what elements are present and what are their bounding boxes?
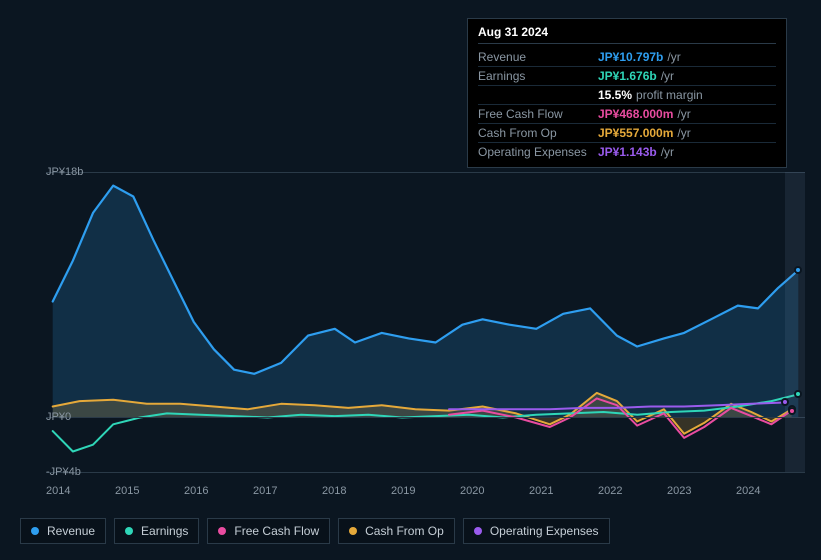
series-endpoint [781, 398, 789, 406]
x-axis-label: 2021 [529, 485, 598, 497]
tooltip-margin-pct: 15.5% [598, 88, 632, 102]
chart-area: JP¥18bJP¥0-JP¥4b [18, 160, 805, 490]
legend-item[interactable]: Revenue [20, 518, 106, 544]
tooltip-label: Cash From Op [478, 126, 598, 140]
legend-label: Revenue [47, 524, 95, 538]
x-axis-label: 2023 [667, 485, 736, 497]
tooltip-value: JP¥1.676b [598, 69, 657, 83]
series-endpoint [788, 407, 796, 415]
series-endpoint [794, 266, 802, 274]
x-axis-label: 2020 [460, 485, 529, 497]
x-axis-label: 2018 [322, 485, 391, 497]
x-axis-labels: 2014201520162017201820192020202120222023… [46, 485, 805, 497]
legend-dot-icon [218, 527, 226, 535]
tooltip-value: JP¥468.000m [598, 107, 673, 121]
legend-item[interactable]: Free Cash Flow [207, 518, 330, 544]
tooltip-unit: /yr [677, 107, 690, 121]
legend-dot-icon [31, 527, 39, 535]
tooltip-unit: /yr [661, 69, 674, 83]
x-axis-label: 2024 [736, 485, 805, 497]
legend-dot-icon [125, 527, 133, 535]
x-axis-label: 2016 [184, 485, 253, 497]
tooltip-date: Aug 31 2024 [478, 25, 776, 44]
tooltip-margin-row: 15.5% profit margin [478, 86, 776, 105]
tooltip-value: JP¥1.143b [598, 145, 657, 159]
legend-label: Cash From Op [365, 524, 444, 538]
chart-svg [46, 172, 805, 472]
tooltip-row: Operating ExpensesJP¥1.143b/yr [478, 143, 776, 161]
series-area [53, 186, 799, 418]
tooltip-label: Operating Expenses [478, 145, 598, 159]
legend-label: Earnings [141, 524, 188, 538]
legend-dot-icon [474, 527, 482, 535]
x-axis-label: 2017 [253, 485, 322, 497]
legend-label: Operating Expenses [490, 524, 599, 538]
tooltip-margin-label: profit margin [636, 88, 703, 102]
tooltip-label: Free Cash Flow [478, 107, 598, 121]
tooltip-row: EarningsJP¥1.676b/yr [478, 67, 776, 86]
tooltip-unit: /yr [667, 50, 680, 64]
tooltip-label: Earnings [478, 69, 598, 83]
tooltip-row: RevenueJP¥10.797b/yr [478, 48, 776, 67]
tooltip-label: Revenue [478, 50, 598, 64]
tooltip-value: JP¥557.000m [598, 126, 673, 140]
plot-region[interactable]: JP¥18bJP¥0-JP¥4b [46, 172, 805, 472]
x-axis-label: 2022 [598, 485, 667, 497]
x-axis-label: 2015 [115, 485, 184, 497]
tooltip-row: Free Cash FlowJP¥468.000m/yr [478, 105, 776, 124]
legend-item[interactable]: Cash From Op [338, 518, 455, 544]
tooltip-unit: /yr [661, 145, 674, 159]
gridline [46, 172, 805, 173]
legend-dot-icon [349, 527, 357, 535]
highlight-band [785, 172, 805, 472]
legend-item[interactable]: Earnings [114, 518, 199, 544]
legend: Revenue Earnings Free Cash Flow Cash From O… [20, 518, 610, 544]
x-axis-label: 2019 [391, 485, 460, 497]
legend-label: Free Cash Flow [234, 524, 319, 538]
legend-item[interactable]: Operating Expenses [463, 518, 610, 544]
series-endpoint [794, 390, 802, 398]
gridline [46, 472, 805, 473]
gridline [46, 417, 805, 418]
x-axis-label: 2014 [46, 485, 115, 497]
tooltip-unit: /yr [677, 126, 690, 140]
tooltip-row: Cash From OpJP¥557.000m/yr [478, 124, 776, 143]
tooltip-value: JP¥10.797b [598, 50, 663, 64]
tooltip: Aug 31 2024RevenueJP¥10.797b/yrEarningsJ… [467, 18, 787, 168]
